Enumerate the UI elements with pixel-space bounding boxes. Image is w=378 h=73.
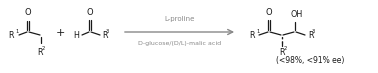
- Text: OH: OH: [291, 10, 303, 19]
- Text: O: O: [266, 8, 272, 17]
- Text: R: R: [37, 48, 43, 57]
- Text: R: R: [8, 32, 14, 41]
- Text: 2: 2: [42, 46, 45, 51]
- Text: D-glucose/(D/L)-malic acid: D-glucose/(D/L)-malic acid: [138, 41, 221, 46]
- Text: R: R: [308, 32, 313, 41]
- Text: +: +: [55, 28, 65, 38]
- Text: 2: 2: [284, 46, 287, 51]
- Text: 3: 3: [106, 29, 109, 34]
- Text: 1: 1: [256, 29, 259, 34]
- Text: R: R: [102, 32, 107, 41]
- Text: R: R: [279, 48, 285, 57]
- Text: R: R: [249, 32, 255, 41]
- Text: 1: 1: [15, 29, 19, 34]
- Text: 3: 3: [312, 29, 315, 34]
- Text: O: O: [87, 8, 93, 17]
- Text: O: O: [25, 8, 31, 17]
- Text: H: H: [73, 32, 79, 41]
- Text: (<98%, <91% ee): (<98%, <91% ee): [276, 56, 344, 65]
- Text: L-proline: L-proline: [164, 16, 195, 22]
